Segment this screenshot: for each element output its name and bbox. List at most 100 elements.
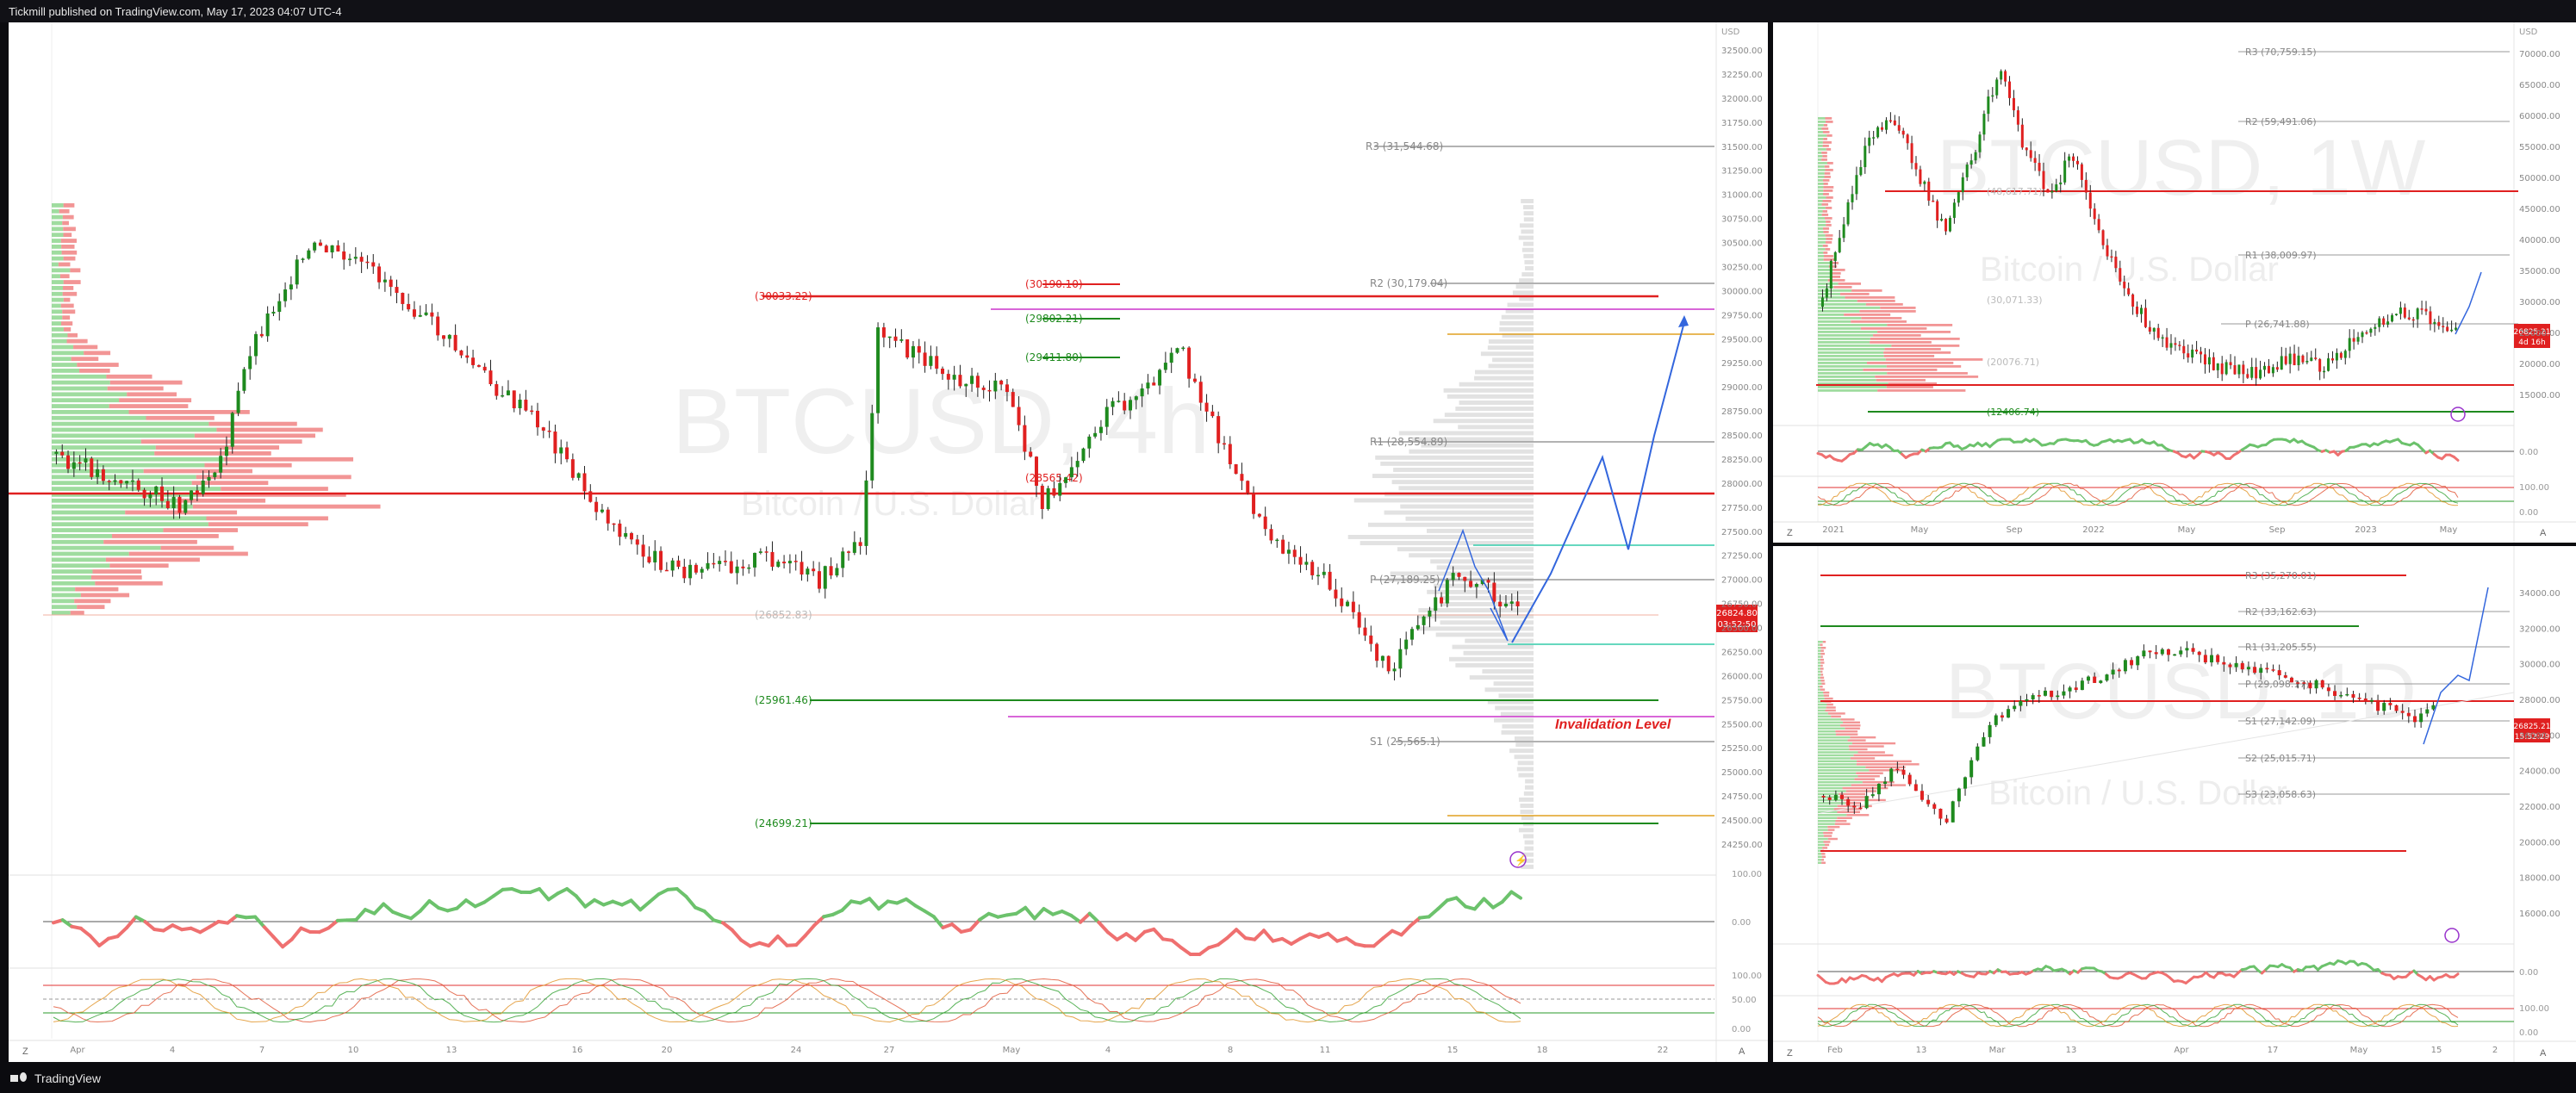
weekly-y-axis[interactable]: 70000.00 65000.00 60000.00 55000.00 50000.00…: [2519, 50, 2560, 401]
daily-timezone-icon[interactable]: Z: [1787, 1048, 1793, 1059]
vp-bar-sell: [127, 392, 177, 397]
vp-bar-sell: [62, 214, 74, 220]
vp-bar: [1518, 828, 1534, 833]
auto-scale-icon[interactable]: A: [1739, 1046, 1745, 1057]
weekly-x-axis[interactable]: 2021 May Sep 2022 May Sep 2023 May: [1822, 525, 2457, 535]
vp-bar-buy: [1818, 697, 1825, 700]
candle: [2106, 245, 2109, 257]
candle: [495, 384, 499, 396]
level-label: (29802.21): [1025, 313, 1083, 325]
candle: [676, 560, 681, 568]
osc-segment: [1500, 890, 1514, 904]
candle: [1846, 202, 1850, 225]
daily-chart-svg[interactable]: BTCUSD, 1D Bitcoin / U.S. Dollar R3 (35,…: [1773, 546, 2576, 1062]
lightning-icon[interactable]: [1509, 851, 1527, 868]
tradingview-brand[interactable]: TradingView: [10, 1071, 101, 1085]
vp-bar-buy: [52, 245, 62, 249]
daily-auto-scale-icon[interactable]: A: [2540, 1048, 2547, 1059]
vp-bar-sell: [1888, 382, 1938, 385]
vp-bar-sell: [1870, 338, 1960, 340]
vp-bar-sell: [1850, 736, 1876, 739]
y-tick: 18000.00: [2519, 874, 2560, 884]
main-y-axis[interactable]: 32500.00 32250.00 32000.00 31750.00 31500.00…: [1721, 47, 1763, 850]
candle: [2308, 682, 2312, 689]
candle: [612, 523, 616, 525]
vp-bar-buy: [52, 510, 126, 515]
vp-bar-buy: [52, 203, 64, 208]
daily-y-axis[interactable]: 34000.00 32000.00 30000.00 28000.00 26000.00…: [2519, 589, 2560, 919]
vp-bar-buy: [1818, 165, 1825, 168]
weekly-chart-svg[interactable]: BTCUSD, 1W Bitcoin / U.S. Dollar R3 (70,…: [1773, 22, 2576, 543]
main-chart-panel[interactable]: BTCUSD, 4h Bitcoin / U.S. Dollar R3 (31,…: [9, 22, 1768, 1062]
daily-price-tag-countdown: 15:52:29: [2515, 733, 2550, 742]
daily-x-axis[interactable]: Feb 13 Mar 13 Apr 17 May 15 2: [1827, 1046, 2498, 1055]
vp-bar-buy: [1818, 686, 1820, 688]
daily-lightning-icon[interactable]: [2444, 928, 2460, 943]
candle: [2080, 164, 2083, 180]
candle: [2013, 705, 2017, 710]
osc-segment: [1509, 890, 1522, 900]
candle: [1480, 580, 1484, 585]
vp-bar-sell: [1824, 165, 1830, 168]
candle: [2154, 652, 2158, 655]
daily-trendline: [1820, 692, 2515, 814]
candle: [576, 473, 581, 478]
osc-segment: [427, 898, 441, 910]
main-chart-svg[interactable]: BTCUSD, 4h Bitcoin / U.S. Dollar R3 (31,…: [9, 22, 1768, 1062]
triangle-pattern: [1438, 528, 1509, 642]
weekly-timezone-icon[interactable]: Z: [1787, 528, 1793, 538]
vp-bar-buy: [52, 392, 128, 397]
osc-segment: [968, 917, 982, 932]
candle: [1963, 777, 1968, 789]
candle: [113, 480, 117, 482]
vp-bar-sell: [1820, 688, 1826, 691]
vp-bar-sell: [1820, 676, 1825, 680]
weekly-auto-scale-icon[interactable]: A: [2540, 528, 2547, 538]
candle: [1098, 426, 1103, 433]
vp-bar-sell: [1831, 276, 1841, 278]
vp-bar-sell: [109, 380, 183, 385]
weekly-chart-panel[interactable]: BTCUSD, 1W Bitcoin / U.S. Dollar R3 (70,…: [1773, 22, 2576, 543]
vp-bar-buy: [1818, 691, 1824, 694]
daily-chart-panel[interactable]: BTCUSD, 1D Bitcoin / U.S. Dollar R3 (35,…: [1773, 546, 2576, 1062]
timezone-z-icon[interactable]: Z: [22, 1046, 28, 1057]
vp-bar-buy: [1818, 214, 1822, 216]
main-x-axis[interactable]: Apr 4 7 10 13 16 20 24 27 May 4 8 11 15 18 22: [70, 1046, 1668, 1055]
candle: [348, 258, 352, 260]
candle: [1910, 143, 1913, 164]
candle: [60, 451, 65, 456]
vp-bar-buy: [1818, 823, 1835, 825]
candle: [1351, 601, 1355, 612]
vp-bar-buy: [52, 528, 164, 532]
weekly-lightning-icon[interactable]: [2450, 407, 2466, 422]
vp-bar-sell: [1825, 234, 1833, 237]
candle: [1852, 805, 1857, 808]
vp-bar-buy: [1818, 376, 1876, 378]
x-tick: 2021: [1822, 525, 1844, 535]
x-tick: 4: [170, 1046, 175, 1055]
candle: [1292, 550, 1297, 557]
lightning-glyph: ⚡: [1515, 854, 1528, 866]
y-tick: 20000.00: [2519, 360, 2560, 370]
vp-bar-sell: [1825, 117, 1832, 120]
vp-bar-sell: [1839, 796, 1870, 798]
vp-bar-buy: [1818, 724, 1841, 727]
vp-bar-sell: [1845, 790, 1877, 792]
vp-bar-buy: [52, 332, 68, 338]
osc-segment: [803, 923, 817, 938]
candle: [2455, 327, 2458, 330]
vp-bar: [1521, 858, 1534, 863]
candle: [1123, 401, 1127, 411]
osc-segment: [1491, 900, 1504, 910]
vp-bar-sell: [77, 363, 119, 367]
osc-segment: [455, 898, 468, 910]
candle: [1216, 416, 1221, 444]
candle: [177, 496, 182, 513]
osc-segment: [923, 909, 936, 919]
vp-bar: [1501, 730, 1534, 735]
candle: [2037, 695, 2041, 697]
vp-bar-sell: [1842, 786, 1888, 790]
x-tick: 2: [2492, 1046, 2498, 1055]
candle: [2369, 699, 2374, 702]
vp-bar-buy: [1818, 859, 1822, 861]
